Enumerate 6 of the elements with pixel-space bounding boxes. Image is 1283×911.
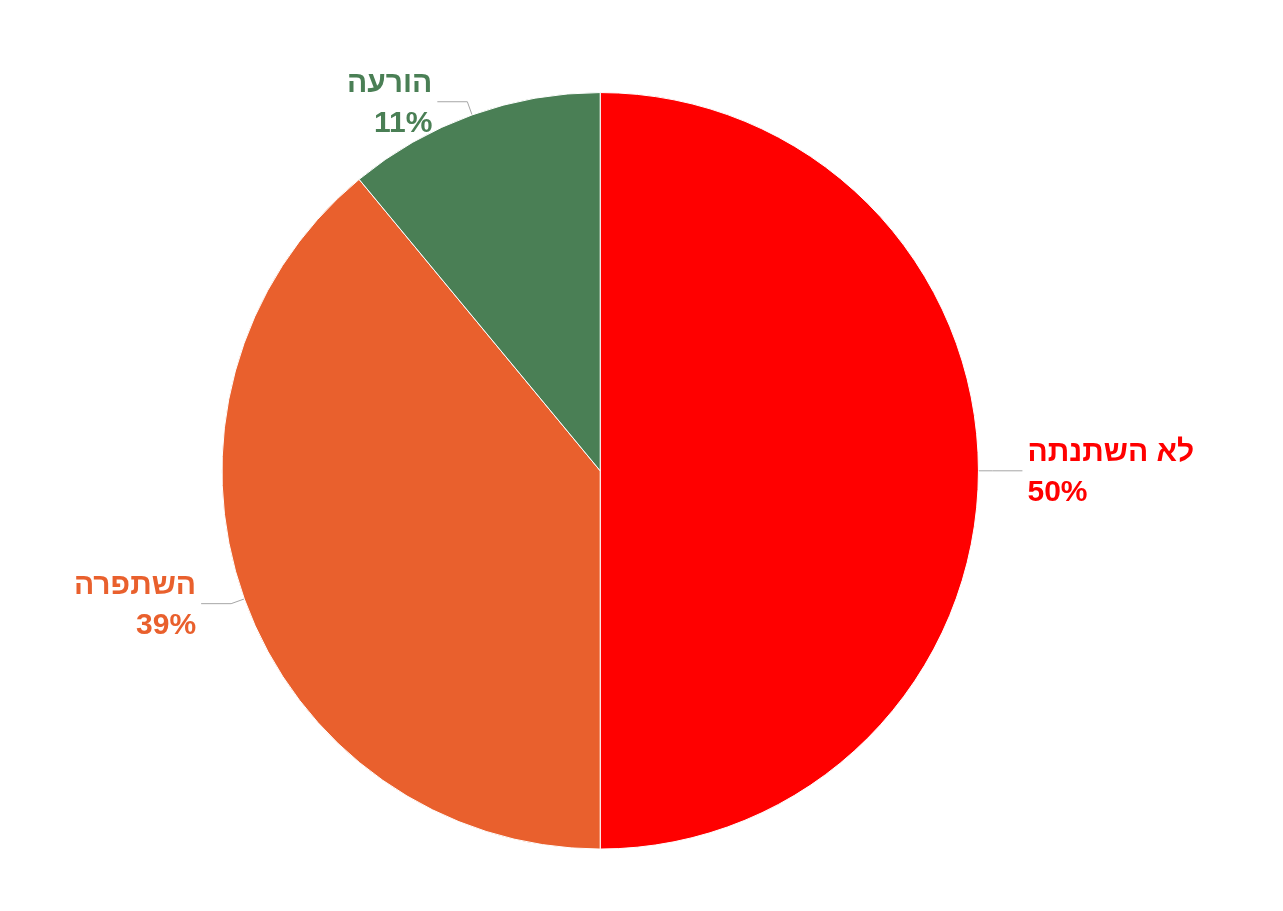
data-label: 11% <box>373 105 433 139</box>
data-label: 50% <box>1027 474 1088 508</box>
slice-label: הורעה <box>346 65 433 99</box>
data-label: 39% <box>136 607 197 641</box>
slice-label: לא השתנתה <box>1027 434 1195 468</box>
slice-label: השתפרה <box>73 567 197 601</box>
